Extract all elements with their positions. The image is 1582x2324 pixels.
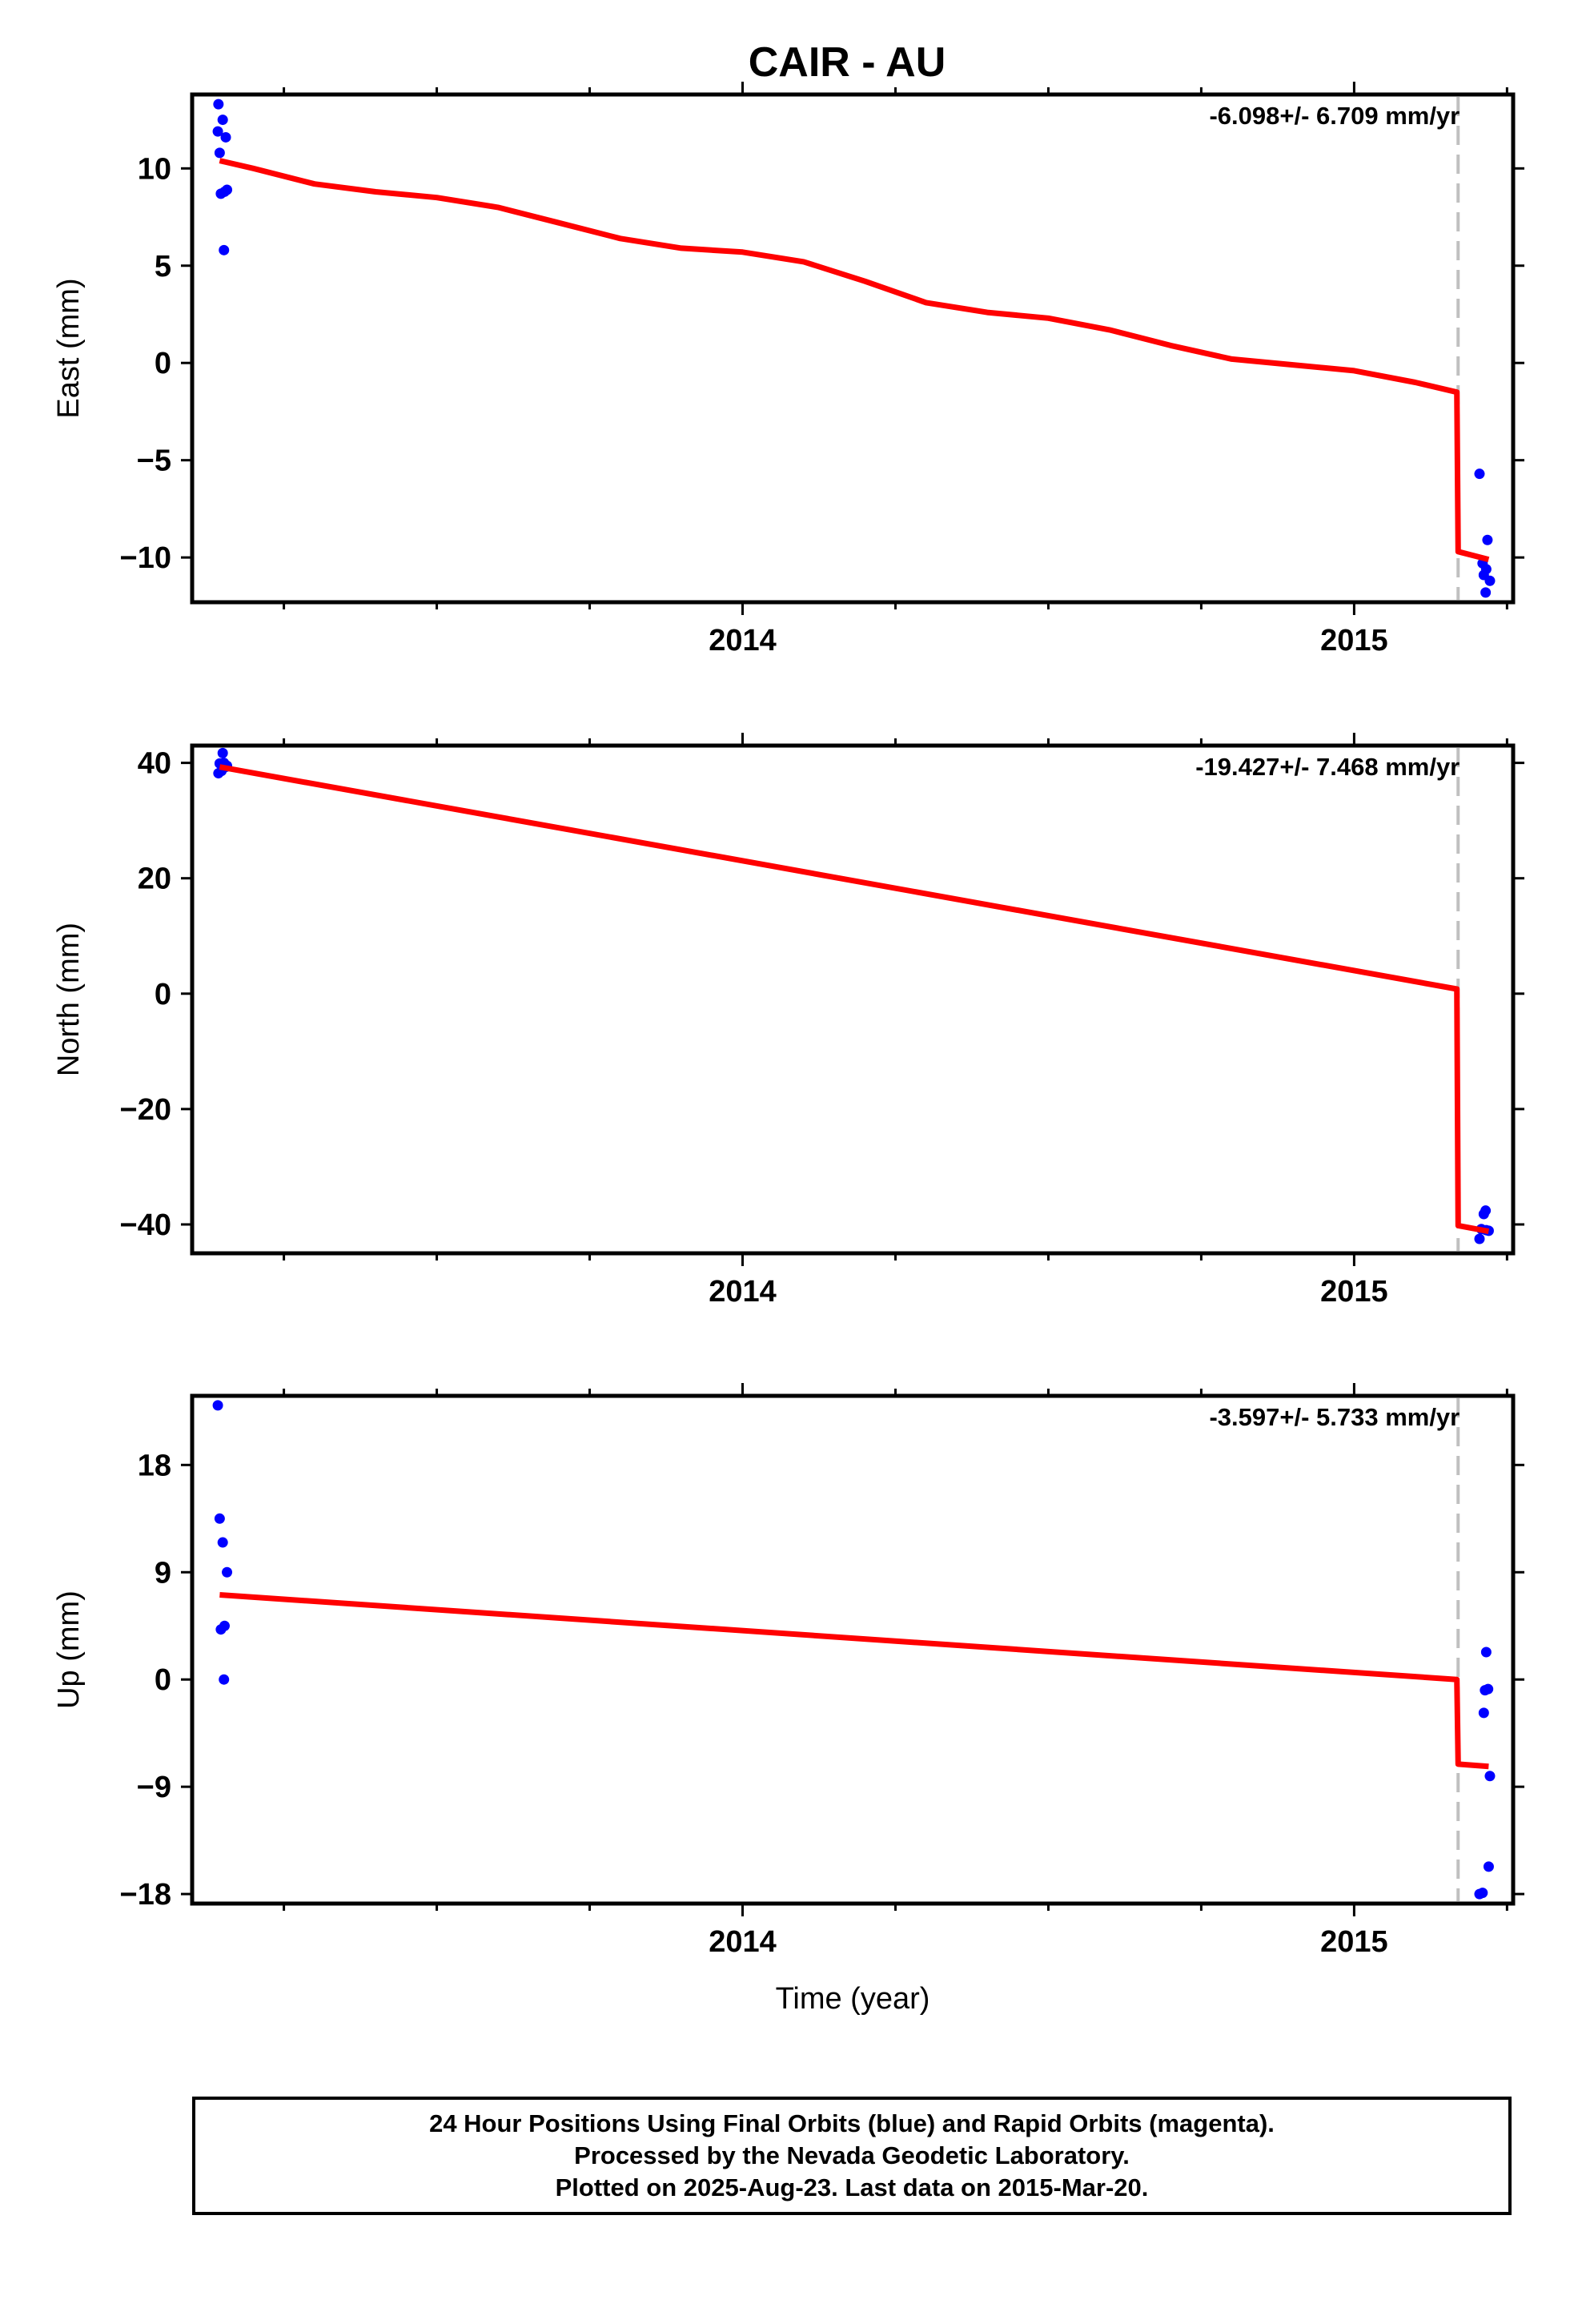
up-data-point xyxy=(1478,1707,1489,1719)
caption-line-dates: Plotted on 2025-Aug-23. Last data on 201… xyxy=(555,2173,1149,2201)
east-data-point xyxy=(212,126,223,137)
caption-line-processor: Processed by the Nevada Geodetic Laborat… xyxy=(574,2141,1130,2169)
up-rate-label: -3.597+/- 5.733 mm/yr xyxy=(1209,1403,1460,1431)
up-data-point xyxy=(222,1566,233,1578)
north-xtick-label: 2014 xyxy=(709,1275,777,1309)
up-ytick-label: −9 xyxy=(137,1771,171,1804)
caption-line-orbits: 24 Hour Positions Using Final Orbits (bl… xyxy=(429,2109,1275,2137)
east-xtick-label: 2014 xyxy=(709,624,777,657)
east-data-point xyxy=(1480,564,1492,575)
east-ytick-label: −5 xyxy=(137,444,171,478)
up-data-point xyxy=(1483,1861,1494,1872)
east-axis-label: East (mm) xyxy=(52,278,86,418)
east-data-point xyxy=(1474,468,1485,480)
up-data-point xyxy=(1484,1771,1496,1782)
north-ytick-label: 40 xyxy=(138,747,171,781)
east-panel: East (mm) −10 −5 0 5 10 2014 2015 -6.098+/- 6.7… xyxy=(52,82,1524,657)
east-data-point xyxy=(1484,575,1496,586)
east-data-point xyxy=(214,147,225,159)
east-xtick-label: 2015 xyxy=(1320,624,1388,657)
east-model-line xyxy=(219,158,1490,562)
up-ytick-label: 0 xyxy=(155,1663,171,1697)
time-axis-label: Time (year) xyxy=(776,1982,930,2016)
north-model-line xyxy=(219,764,1490,1235)
caption-box: 24 Hour Positions Using Final Orbits (bl… xyxy=(192,2097,1512,2215)
north-ytick-label: −20 xyxy=(120,1093,171,1127)
east-data-point xyxy=(220,131,231,143)
east-data-point xyxy=(219,244,230,255)
up-model-line xyxy=(219,1592,1489,1770)
north-data-point xyxy=(217,747,228,758)
up-xtick-label: 2014 xyxy=(709,1925,777,1959)
east-data-point xyxy=(213,99,224,110)
east-data-point xyxy=(1480,587,1492,598)
up-data-point xyxy=(219,1620,230,1631)
north-panel: North (mm) −40 −20 0 20 40 2014 2015 -19.427+/-… xyxy=(52,733,1524,1309)
east-ytick-label: 10 xyxy=(138,152,171,186)
up-data-point xyxy=(217,1537,228,1548)
east-ytick-label: 5 xyxy=(155,250,171,283)
east-data-point xyxy=(1482,534,1493,545)
east-ytick-label: 0 xyxy=(155,347,171,380)
north-rate-label: -19.427+/- 7.468 mm/yr xyxy=(1195,753,1460,781)
up-plot-frame xyxy=(190,1393,1516,1906)
up-ytick-label: −18 xyxy=(120,1878,171,1912)
up-ytick-label: 18 xyxy=(138,1449,171,1482)
north-ytick-label: −40 xyxy=(120,1208,171,1242)
east-data-point xyxy=(217,115,228,126)
up-panel: Up (mm) Time (year) −18 −9 0 9 18 2014 2015 -3.… xyxy=(52,1383,1524,2016)
north-xtick-label: 2015 xyxy=(1320,1275,1388,1309)
up-ytick-label: 9 xyxy=(155,1556,171,1590)
east-plot-frame xyxy=(190,92,1516,605)
east-rate-label: -6.098+/- 6.709 mm/yr xyxy=(1209,102,1460,130)
north-axis-label: North (mm) xyxy=(52,923,86,1076)
east-data-point xyxy=(222,184,233,195)
up-data-point xyxy=(1483,1683,1494,1695)
up-xtick-label: 2015 xyxy=(1320,1925,1388,1959)
north-ytick-label: 0 xyxy=(155,978,171,1011)
up-axis-label: Up (mm) xyxy=(52,1590,86,1709)
up-data-point xyxy=(212,1400,223,1411)
east-ytick-label: −10 xyxy=(120,541,171,575)
north-data-point xyxy=(1474,1233,1485,1244)
north-plot-frame xyxy=(190,743,1516,1256)
north-ytick-label: 20 xyxy=(138,862,171,896)
up-data-point xyxy=(1480,1647,1492,1658)
up-data-point xyxy=(214,1513,225,1524)
figure-title: CAIR - AU xyxy=(749,39,946,86)
north-data-point xyxy=(1480,1205,1492,1216)
up-data-point xyxy=(1477,1888,1488,1899)
up-data-point xyxy=(219,1674,230,1685)
